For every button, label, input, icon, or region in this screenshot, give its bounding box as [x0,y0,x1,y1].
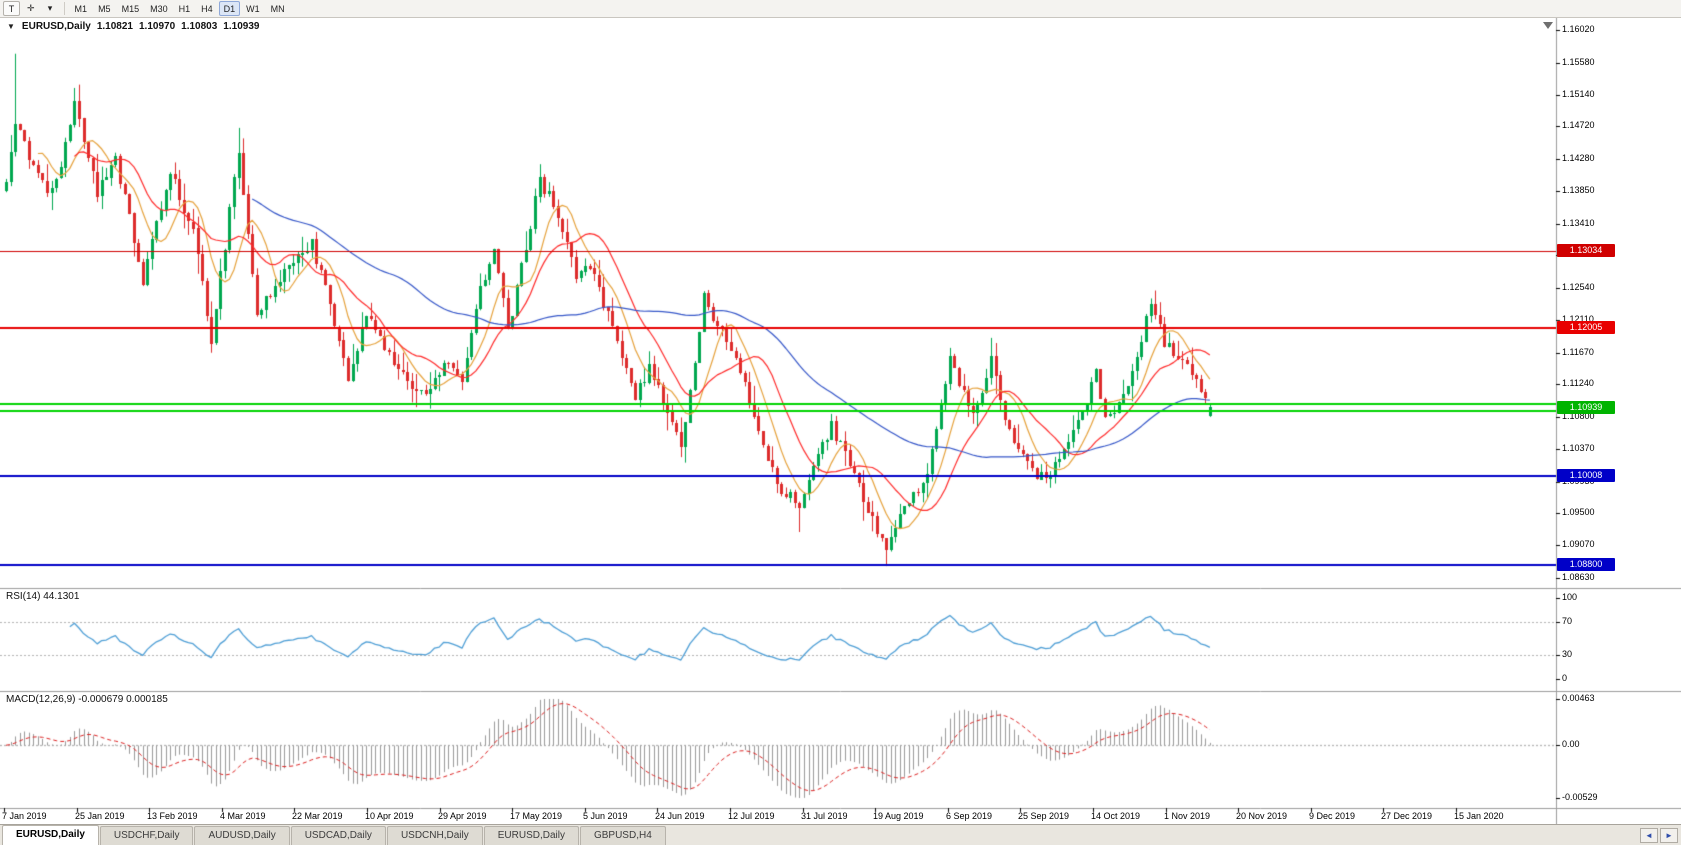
macd-tick-label: -0.00529 [1562,792,1598,802]
ohlc-open: 1.10821 [96,21,133,32]
price-tick-label: 1.09500 [1562,507,1595,517]
price-tick-label: 1.10370 [1562,443,1595,453]
rsi-tick-label: 100 [1562,592,1578,602]
macd-tick-label: 0.00463 [1562,693,1595,703]
price-tick-label: 1.16020 [1562,24,1595,34]
date-tick-label: 29 Apr 2019 [438,811,487,821]
chart-canvas[interactable] [0,18,1681,824]
rsi-indicator-label: RSI(14) 44.1301 [6,591,80,602]
price-tick-label: 1.08630 [1562,572,1595,582]
cursor-tool-button[interactable]: ✛ [27,3,35,13]
price-tick-label: 1.10800 [1562,411,1595,421]
timeframe-button-h4[interactable]: H4 [201,3,213,14]
timeframe-button-group: M1 M5 M15 M30 H1 H4 D1 W1 MN [70,1,290,16]
price-tick-label: 1.11670 [1562,347,1594,357]
price-tick-label: 1.13850 [1562,185,1595,195]
chart-title: ▼ EURUSD,Daily 1.10821 1.10970 1.10803 1… [7,21,259,32]
chart-tab-0[interactable]: EURUSD,Daily [2,825,99,845]
chart-tab-6[interactable]: GBPUSD,H4 [579,826,666,845]
chart-tab-5[interactable]: EURUSD,Daily [483,826,579,845]
timeframe-button-h1[interactable]: H1 [178,3,191,14]
date-tick-label: 13 Feb 2019 [147,811,198,821]
level-price-tag: 1.10008 [1557,469,1615,482]
chart-tab-4[interactable]: USDCNH,Daily [386,826,483,845]
toolbar-separator [63,2,65,15]
date-tick-label: 4 Mar 2019 [220,811,266,821]
level-price-tag: 1.13034 [1557,244,1615,257]
ohlc-close: 1.10939 [223,21,260,32]
macd-indicator-label: MACD(12,26,9) -0.000679 0.000185 [6,694,168,705]
date-tick-label: 14 Oct 2019 [1091,811,1141,821]
date-tick-label: 9 Dec 2019 [1309,811,1356,821]
date-tick-label: 6 Sep 2019 [946,811,993,821]
type-tool-button[interactable]: T [3,1,20,16]
price-tick-label: 1.12540 [1562,282,1595,292]
level-price-tag: 1.10939 [1557,401,1615,414]
ohlc-high: 1.10970 [138,21,176,32]
date-tick-label: 1 Nov 2019 [1164,811,1211,821]
price-tick-label: 1.14720 [1562,120,1595,130]
symbol-period-label: EURUSD,Daily [21,21,91,32]
price-tick-label: 1.13410 [1562,218,1595,228]
date-tick-label: 27 Dec 2019 [1381,811,1433,821]
timeframe-button-d1[interactable]: D1 [218,1,241,16]
timeframe-button-m1[interactable]: M1 [74,3,88,14]
date-tick-label: 31 Jul 2019 [801,811,848,821]
rsi-tick-label: 70 [1562,616,1573,626]
tab-scroll-right-button[interactable]: ► [1660,828,1678,843]
chart-shift-marker[interactable] [1543,22,1553,29]
chart-tab-3[interactable]: USDCAD,Daily [290,826,386,845]
timeframe-button-mn[interactable]: MN [270,3,285,14]
date-tick-label: 7 Jan 2019 [2,811,47,821]
tab-scroll-buttons: ◄ ► [1640,828,1678,843]
rsi-tick-label: 0 [1562,673,1568,683]
timeframe-button-w1[interactable]: W1 [246,3,260,14]
date-tick-label: 24 Jun 2019 [655,811,705,821]
date-tick-label: 22 Mar 2019 [292,811,343,821]
tool-button-group: T ✛ ▾ [3,1,59,16]
date-tick-label: 17 May 2019 [510,811,563,821]
timeframe-button-m30[interactable]: M30 [150,3,168,14]
date-tick-label: 25 Sep 2019 [1018,811,1070,821]
date-tick-label: 25 Jan 2019 [75,811,125,821]
timeframe-button-m5[interactable]: M5 [98,3,111,14]
level-price-tag: 1.08800 [1557,558,1615,571]
price-tick-label: 1.09070 [1562,539,1595,549]
chart-tab-2[interactable]: AUDUSD,Daily [194,826,290,845]
price-tick-label: 1.15580 [1562,57,1595,67]
top-toolbar: T ✛ ▾ M1 M5 M15 M30 H1 H4 D1 W1 MN [0,0,1681,18]
date-tick-label: 15 Jan 2020 [1454,811,1504,821]
price-tick-label: 1.15140 [1562,89,1595,99]
level-price-tag: 1.12005 [1557,321,1615,334]
date-tick-label: 19 Aug 2019 [873,811,924,821]
tools-dropdown-button[interactable]: ▾ [47,3,53,13]
price-tick-label: 1.14280 [1562,153,1595,163]
chart-tab-bar: EURUSD,Daily USDCHF,Daily AUDUSD,Daily USDC… [0,824,1681,845]
tab-scroll-left-button[interactable]: ◄ [1640,828,1658,843]
tab-list: EURUSD,Daily USDCHF,Daily AUDUSD,Daily USDC… [2,825,667,845]
date-tick-label: 10 Apr 2019 [365,811,414,821]
date-tick-label: 12 Jul 2019 [728,811,775,821]
date-tick-label: 5 Jun 2019 [583,811,628,821]
ohlc-low: 1.10803 [181,21,218,32]
chart-window: ▼ EURUSD,Daily 1.10821 1.10970 1.10803 1… [0,18,1681,824]
rsi-tick-label: 30 [1562,649,1573,659]
price-tick-label: 1.11240 [1562,378,1594,388]
date-tick-label: 20 Nov 2019 [1236,811,1288,821]
chart-tab-1[interactable]: USDCHF,Daily [99,826,194,845]
timeframe-button-m15[interactable]: M15 [121,3,140,14]
collapse-triangle-icon[interactable]: ▼ [7,22,15,31]
price-tick-label: 1.12110 [1562,314,1594,324]
macd-tick-label: 0.00 [1562,739,1580,749]
